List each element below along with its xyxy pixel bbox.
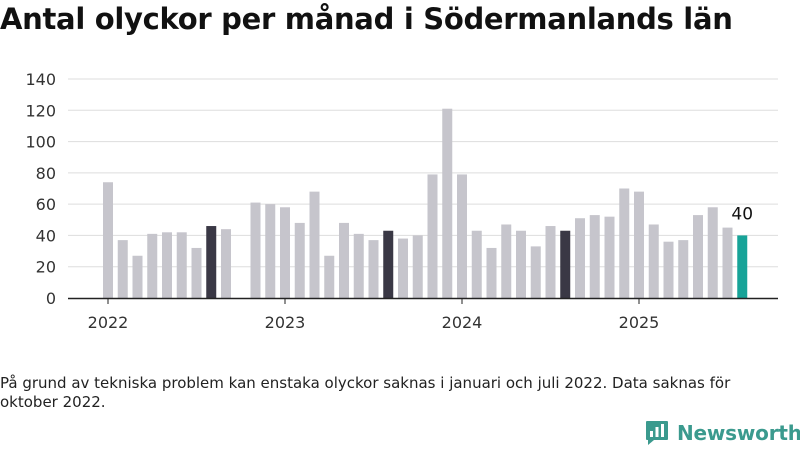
x-tick-label-2025: 2025 <box>619 313 660 332</box>
bar-2024-08 <box>560 230 571 298</box>
x-tick-label-2023: 2023 <box>265 313 306 332</box>
y-tick-label-100: 100 <box>25 133 56 152</box>
bar-2024-06 <box>530 246 541 298</box>
bar-2023-05 <box>339 222 349 298</box>
bar-2024-01 <box>457 174 467 298</box>
bar-2025-04 <box>678 240 689 298</box>
bar-2023-10 <box>412 235 423 298</box>
x-axis: 2022 2023 2024 2025 <box>68 297 778 332</box>
bar-2022-06 <box>176 232 187 298</box>
bar-chart: 0 20 40 60 80 100 120 140 2022 2023 2024 2025 40 <box>25 70 778 332</box>
bar-2024-03 <box>486 247 497 298</box>
y-tick-label-0: 0 <box>46 289 56 308</box>
bar-2023-02 <box>294 222 305 298</box>
bar-2022-08 <box>206 226 217 298</box>
bar-2025-05 <box>693 215 703 298</box>
bar-2022-11 <box>250 202 261 298</box>
bar-2022-12 <box>265 204 276 298</box>
newsworthy-chart-bubble-icon <box>646 421 668 445</box>
gridlines <box>68 78 778 268</box>
y-tick-label-40: 40 <box>36 226 56 245</box>
bar-2025-03 <box>663 241 674 298</box>
bar-2025-08 <box>737 235 748 298</box>
bar-2024-07 <box>545 226 556 298</box>
bar-2023-11 <box>427 174 438 298</box>
bar-2022-03 <box>132 255 143 298</box>
bar-2025-02 <box>648 224 659 298</box>
bar-2022-09 <box>221 229 231 298</box>
bar-2022-07 <box>191 247 202 298</box>
bar-2023-06 <box>353 233 364 298</box>
bar-2023-08 <box>383 230 394 298</box>
bar-2025-01 <box>634 191 644 298</box>
bar-2023-03 <box>309 191 320 298</box>
bar-2024-12 <box>619 188 630 298</box>
bar-2022-04 <box>147 233 158 298</box>
data-labels: 40 <box>731 204 753 224</box>
bar-2023-09 <box>398 238 408 298</box>
chart-title: Antal olyckor per månad i Södermanlands … <box>0 2 733 36</box>
bars <box>103 108 748 298</box>
x-tick-label-2024: 2024 <box>442 313 483 332</box>
y-axis-tick-labels: 0 20 40 60 80 100 120 140 <box>25 70 56 308</box>
bar-2024-11 <box>604 216 615 298</box>
y-tick-label-80: 80 <box>36 164 56 183</box>
y-tick-label-140: 140 <box>25 70 56 89</box>
bar-2023-07 <box>368 240 379 298</box>
y-tick-label-20: 20 <box>36 258 56 277</box>
bar-2024-10 <box>589 215 600 298</box>
newsworthy-logo: Newsworthy <box>645 420 800 446</box>
bar-2022-01 <box>103 182 113 298</box>
data-label-2025-08: 40 <box>731 204 753 224</box>
footnote: På grund av tekniska problem kan enstaka… <box>0 374 731 411</box>
y-tick-label-120: 120 <box>25 101 56 120</box>
bar-2024-09 <box>575 218 585 298</box>
bar-2024-04 <box>501 224 512 298</box>
logo-text: Newsworthy <box>677 421 800 445</box>
bar-2023-01 <box>280 207 290 298</box>
y-tick-label-60: 60 <box>36 195 56 214</box>
bar-2023-04 <box>324 255 335 298</box>
bar-2022-02 <box>117 240 128 298</box>
bar-2023-12 <box>442 108 453 298</box>
bar-2024-02 <box>471 230 482 298</box>
bar-2024-05 <box>516 230 526 298</box>
bar-2022-05 <box>162 232 172 298</box>
x-tick-label-2022: 2022 <box>88 313 129 332</box>
bar-2025-06 <box>707 207 718 298</box>
bar-2025-07 <box>722 227 733 298</box>
